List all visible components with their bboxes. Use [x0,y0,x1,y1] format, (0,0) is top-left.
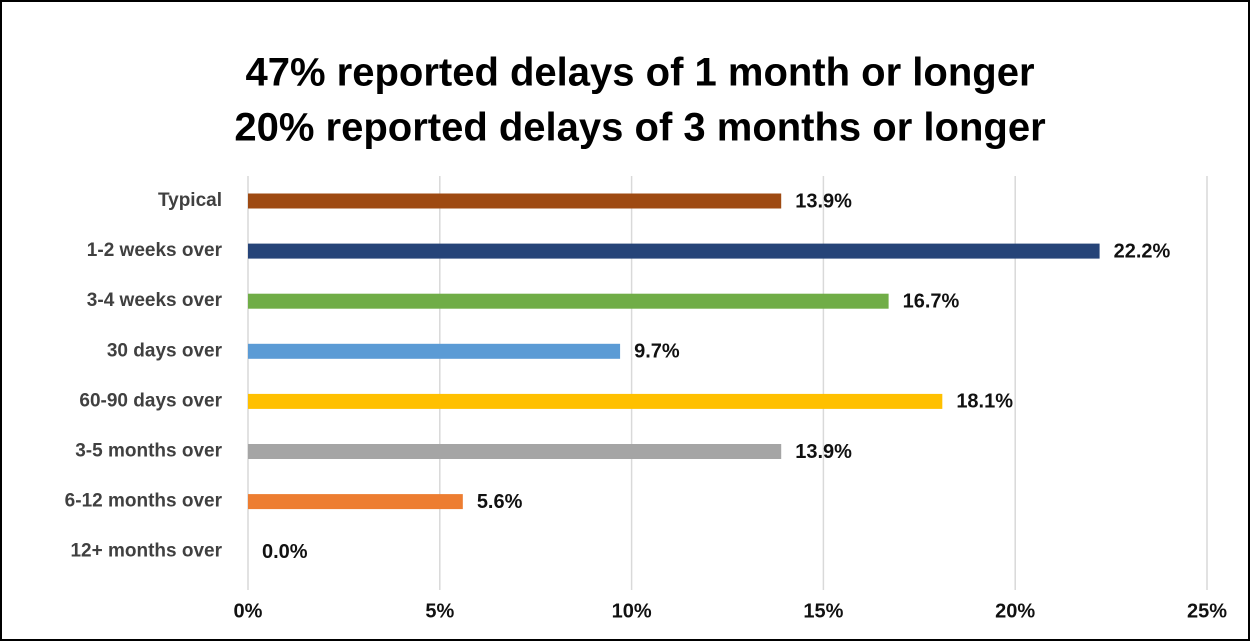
value-label: 13.9% [795,441,852,463]
x-tick-label: 10% [612,600,652,622]
value-label: 0.0% [262,541,308,563]
chart-title: 20% reported delays of 3 months or longe… [234,106,1045,150]
chart-title: 47% reported delays of 1 month or longer [245,51,1034,95]
bar [248,343,621,359]
bar [248,293,889,309]
y-tick-label: 12+ months over [70,541,222,562]
y-tick-label: 30 days over [107,340,223,361]
x-tick-label: 25% [1187,600,1227,622]
y-tick-label: Typical [158,190,222,211]
bar [248,444,782,459]
x-tick-label: 20% [995,600,1035,622]
value-label: 13.9% [795,190,852,212]
x-tick-label: 15% [803,600,843,622]
bar [248,243,1100,259]
value-label: 5.6% [477,491,523,513]
y-tick-label: 60-90 days over [79,390,222,411]
bar [248,393,943,409]
x-tick-label: 0% [234,600,263,622]
bar [248,494,463,510]
value-label: 16.7% [903,290,960,312]
y-tick-label: 3-4 weeks over [87,290,223,311]
y-tick-label: 1-2 weeks over [87,240,223,261]
value-label: 9.7% [634,341,680,363]
x-tick-label: 5% [425,600,454,622]
value-label: 18.1% [956,391,1013,413]
value-label: 22.2% [1114,240,1171,262]
bar [248,193,782,209]
y-tick-label: 6-12 months over [65,491,223,512]
y-tick-label: 3-5 months over [75,441,222,462]
